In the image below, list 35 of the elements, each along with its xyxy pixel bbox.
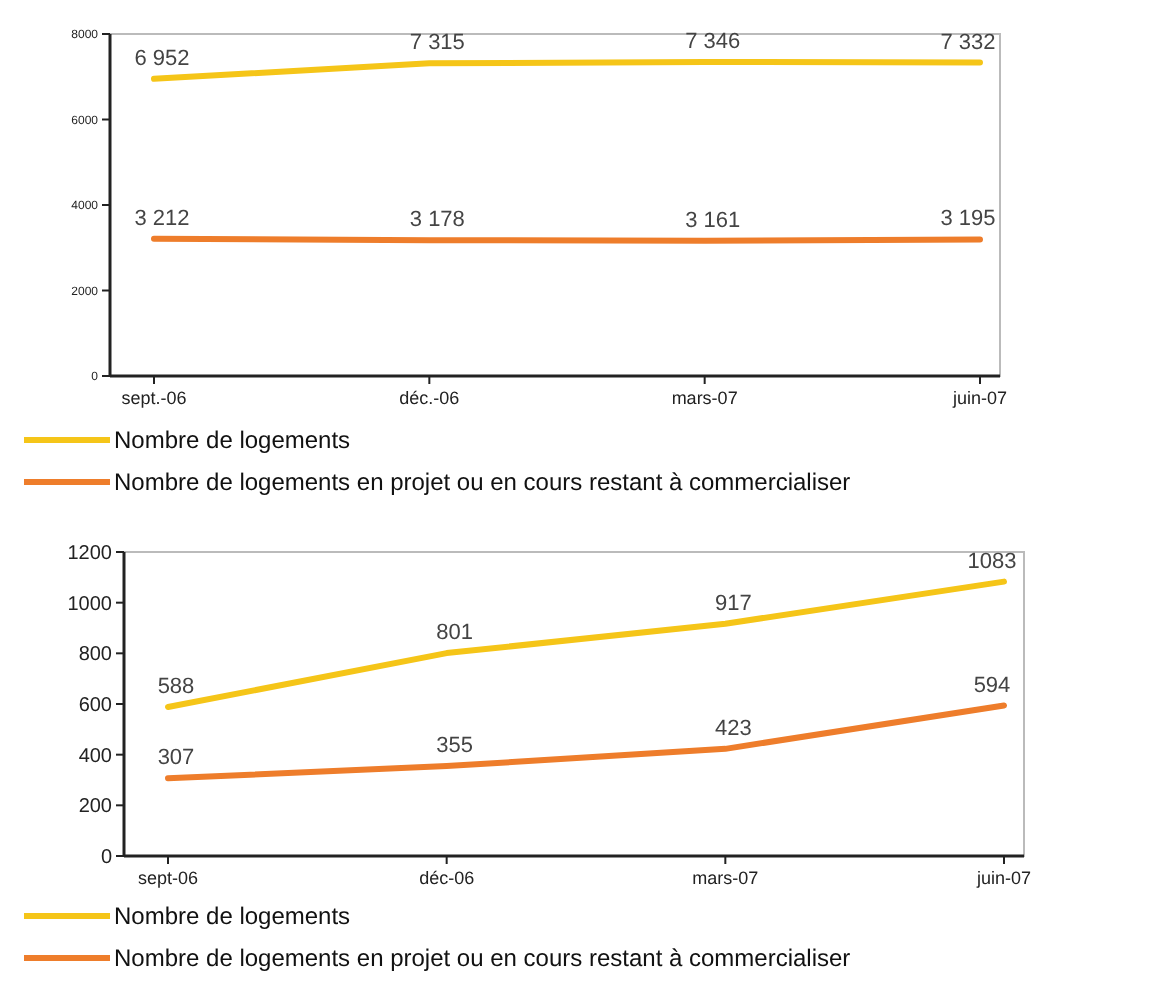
data-label: 7 332: [940, 30, 996, 55]
data-label: 355: [436, 734, 474, 759]
y-tick-label: 0: [100, 847, 113, 869]
data-label: 801: [436, 621, 474, 646]
data-label: 3 212: [134, 206, 190, 231]
y-tick-label: 600: [78, 695, 113, 717]
x-tick-label: déc.-06: [399, 388, 460, 408]
x-tick-label: déc-06: [419, 868, 475, 888]
x-tick-label: sept-06: [137, 868, 199, 888]
data-label: 6 952: [134, 46, 190, 71]
data-label: 3 195: [940, 207, 996, 232]
x-tick-label: juin-07: [950, 388, 1008, 408]
data-label: 3 178: [409, 208, 465, 233]
data-label: 1083: [967, 549, 1017, 574]
x-tick-label: mars-07: [692, 868, 759, 888]
x-tick-label: sept.-06: [121, 388, 187, 408]
legend-label: Nombre de logements: [114, 426, 351, 455]
y-tick-label: 1200: [67, 543, 113, 565]
y-tick-label: 800: [78, 644, 113, 667]
y-tick-label: 1000: [67, 593, 113, 616]
data-label: 594: [973, 673, 1011, 698]
data-label: 307: [157, 746, 195, 771]
legend-label: Nombre de logements en projet ou en cours restant à commercialiser: [114, 944, 851, 973]
data-label: 423: [714, 716, 752, 741]
legend-label: Nombre de logements: [114, 902, 351, 931]
data-label: 7 315: [409, 31, 465, 56]
y-tick-label: 400: [78, 745, 113, 768]
y-tick-label: 200: [78, 796, 113, 819]
x-tick-label: mars-07: [671, 388, 738, 408]
legend-label: Nombre de logements en projet ou en cours restant à commercialiser: [114, 468, 851, 497]
data-label: 588: [157, 675, 195, 700]
data-label: 7 346: [685, 29, 741, 54]
x-tick-label: juin-07: [974, 868, 1032, 888]
data-label: 3 161: [685, 208, 741, 233]
data-label: 917: [714, 591, 752, 616]
